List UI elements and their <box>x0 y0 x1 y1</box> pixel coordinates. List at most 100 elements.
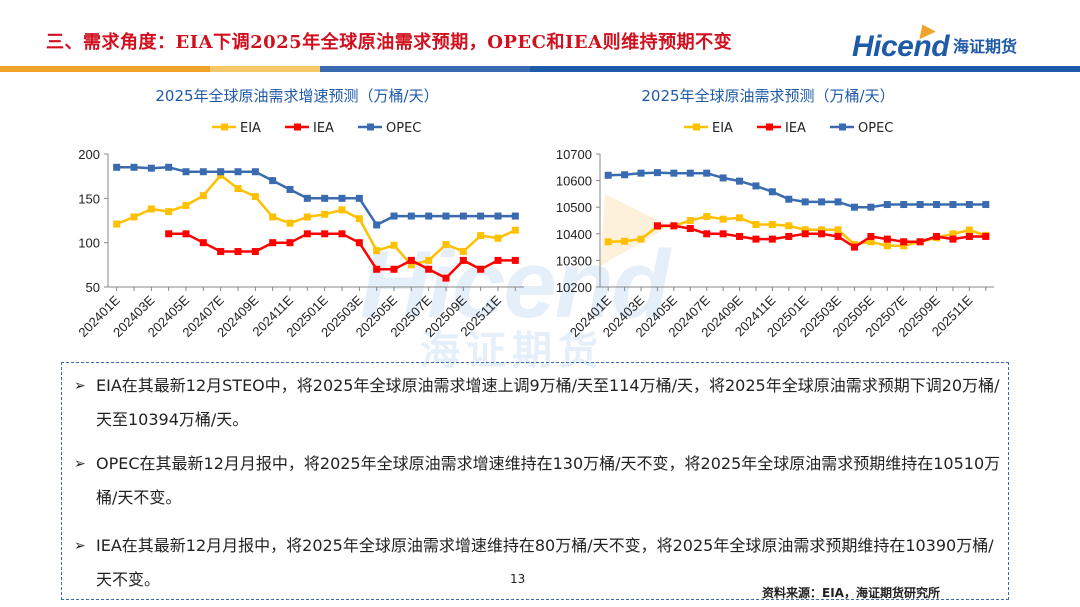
data-point-iea <box>303 230 311 238</box>
data-point-opec <box>965 201 973 209</box>
data-point-opec <box>269 177 277 185</box>
bullet-text: OPEC在其最新12月月报中，将2025年全球原油需求增速维持在130万桶/天不… <box>96 454 1001 507</box>
legend-marker-opec <box>367 123 374 131</box>
data-point-iea <box>653 222 661 230</box>
data-point-opec <box>653 169 661 177</box>
data-point-iea <box>703 230 711 238</box>
data-point-opec <box>900 201 908 209</box>
data-point-iea <box>949 235 957 243</box>
data-point-opec <box>834 198 842 206</box>
data-point-opec <box>234 168 242 176</box>
data-point-opec <box>442 212 450 220</box>
bullet-opec: ➢ OPEC在其最新12月月报中，将2025年全球原油需求增速维持在130万桶/… <box>74 447 1004 515</box>
y-tick-label: 100 <box>78 236 100 251</box>
data-point-opec <box>390 212 398 220</box>
data-point-eia <box>165 208 173 216</box>
data-point-opec <box>736 177 744 185</box>
data-point-opec <box>182 168 190 176</box>
data-point-iea <box>719 230 727 238</box>
bullet-text: EIA在其最新12月STEO中，将2025年全球原油需求增速上调9万桶/天至11… <box>96 376 1000 429</box>
data-point-opec <box>703 169 711 177</box>
data-point-eia <box>355 215 363 223</box>
data-point-eia <box>818 226 826 234</box>
data-point-iea <box>321 230 329 238</box>
data-point-iea <box>686 224 694 232</box>
chart-demand-level: 2025年全球原油需求预测（万桶/天） EIA IEA OPEC 10200 10300 1… <box>556 87 994 340</box>
data-point-eia <box>736 214 744 222</box>
y-tick-label: 10600 <box>556 174 592 189</box>
data-point-iea <box>933 232 941 240</box>
data-point-opec <box>286 185 294 193</box>
data-point-eia <box>321 210 329 218</box>
data-point-opec <box>459 212 467 220</box>
bullet-text: IEA在其最新12月月报中，将2025年全球原油需求增速维持在80万桶/天不变，… <box>96 536 994 589</box>
data-point-eia <box>407 261 415 269</box>
data-point-eia <box>286 219 294 227</box>
data-point-iea <box>982 232 990 240</box>
chart-title: 2025年全球原油需求增速预测（万桶/天） <box>155 87 438 105</box>
data-point-eia <box>686 217 694 224</box>
data-point-iea <box>286 239 294 247</box>
data-point-eia <box>621 237 629 245</box>
y-tick-label: 10400 <box>556 227 592 242</box>
data-point-iea <box>768 235 776 243</box>
data-source: 资料来源：EIA，海证期货研究所 <box>762 586 940 600</box>
data-point-opec <box>982 201 990 209</box>
data-point-iea <box>165 230 173 238</box>
series-line-eia <box>608 215 987 248</box>
data-point-opec <box>818 198 826 206</box>
data-point-eia <box>752 220 760 228</box>
data-point-iea <box>916 238 924 246</box>
data-point-opec <box>785 195 793 203</box>
data-point-eia <box>768 220 776 228</box>
summary-box: ➢ EIA在其最新12月STEO中，将2025年全球原油需求增速上调9万桶/天至… <box>61 362 1009 600</box>
legend-marker-eia <box>221 123 228 131</box>
data-point-iea <box>900 238 908 246</box>
data-point-opec <box>768 188 776 196</box>
data-point-iea <box>494 256 502 264</box>
data-point-eia <box>199 192 207 200</box>
data-point-iea <box>670 222 678 230</box>
data-point-opec <box>933 201 941 209</box>
data-point-iea <box>407 256 415 264</box>
y-tick-label: 10200 <box>556 280 592 295</box>
data-point-opec <box>949 201 957 209</box>
data-point-opec <box>199 168 207 176</box>
legend-label-iea: IEA <box>313 121 334 136</box>
data-point-opec <box>147 164 155 172</box>
bullet-arrow-icon: ➢ <box>74 456 86 472</box>
data-point-opec <box>130 163 138 171</box>
legend-label-iea: IEA <box>785 121 806 136</box>
y-tick-label: 10500 <box>556 200 592 215</box>
y-tick-label: 150 <box>78 191 100 206</box>
data-point-iea <box>834 232 842 240</box>
legend-marker-opec <box>839 123 846 131</box>
data-point-iea <box>477 265 485 273</box>
legend-label-eia: EIA <box>240 121 261 136</box>
data-point-opec <box>477 212 485 220</box>
data-point-iea <box>425 265 433 273</box>
data-point-iea <box>182 230 190 238</box>
data-point-iea <box>785 232 793 240</box>
data-point-eia <box>130 213 138 221</box>
data-point-eia <box>425 256 433 264</box>
data-point-opec <box>338 194 346 202</box>
data-point-iea <box>234 248 242 256</box>
header-divider <box>0 66 1080 72</box>
data-point-eia <box>147 205 155 213</box>
data-point-opec <box>494 212 502 220</box>
data-point-eia <box>965 226 973 234</box>
data-point-eia <box>900 242 908 250</box>
data-point-eia <box>373 247 381 255</box>
data-point-opec <box>425 212 433 220</box>
data-point-opec <box>604 171 612 179</box>
data-point-iea <box>338 230 346 238</box>
legend-label-opec: OPEC <box>858 121 893 136</box>
logo-text: Hicend <box>852 30 950 63</box>
data-point-iea <box>511 256 519 264</box>
data-point-eia <box>182 201 190 209</box>
y-tick-label: 10300 <box>556 253 592 268</box>
page-title: 三、需求角度：EIA下调2025年全球原油需求预期，OPEC和IEA则维持预期不… <box>46 32 733 53</box>
legend-marker-eia <box>693 123 700 131</box>
data-point-iea <box>965 232 973 240</box>
